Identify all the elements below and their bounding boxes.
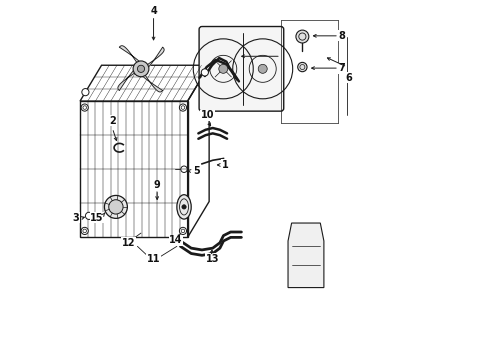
Circle shape	[201, 69, 208, 76]
Circle shape	[109, 200, 123, 214]
Text: 3: 3	[73, 213, 79, 222]
Polygon shape	[141, 47, 164, 70]
Circle shape	[298, 62, 307, 72]
Circle shape	[104, 195, 127, 219]
Text: 6: 6	[345, 73, 352, 83]
Polygon shape	[140, 69, 163, 92]
Polygon shape	[120, 46, 143, 69]
Text: 12: 12	[122, 238, 135, 248]
Text: 11: 11	[147, 254, 160, 264]
Text: 14: 14	[170, 235, 183, 245]
Text: 7: 7	[339, 63, 345, 73]
Circle shape	[81, 104, 88, 111]
Text: 8: 8	[339, 31, 345, 41]
Circle shape	[81, 227, 88, 234]
FancyBboxPatch shape	[199, 27, 284, 111]
Circle shape	[258, 64, 267, 73]
Circle shape	[179, 227, 187, 234]
Text: 15: 15	[90, 213, 104, 222]
Circle shape	[82, 89, 89, 96]
Polygon shape	[118, 67, 141, 90]
Text: 10: 10	[200, 111, 214, 121]
Ellipse shape	[177, 195, 191, 219]
Text: 13: 13	[206, 254, 220, 264]
Circle shape	[182, 205, 186, 209]
Text: 1: 1	[222, 160, 229, 170]
Circle shape	[137, 65, 145, 72]
Polygon shape	[288, 223, 324, 288]
Text: 5: 5	[193, 166, 200, 176]
Text: 4: 4	[150, 6, 157, 16]
Circle shape	[219, 64, 228, 73]
Circle shape	[133, 61, 149, 77]
Text: 2: 2	[109, 116, 116, 126]
Text: 9: 9	[154, 180, 161, 190]
Circle shape	[85, 212, 93, 220]
Circle shape	[296, 30, 309, 43]
Circle shape	[179, 104, 187, 111]
